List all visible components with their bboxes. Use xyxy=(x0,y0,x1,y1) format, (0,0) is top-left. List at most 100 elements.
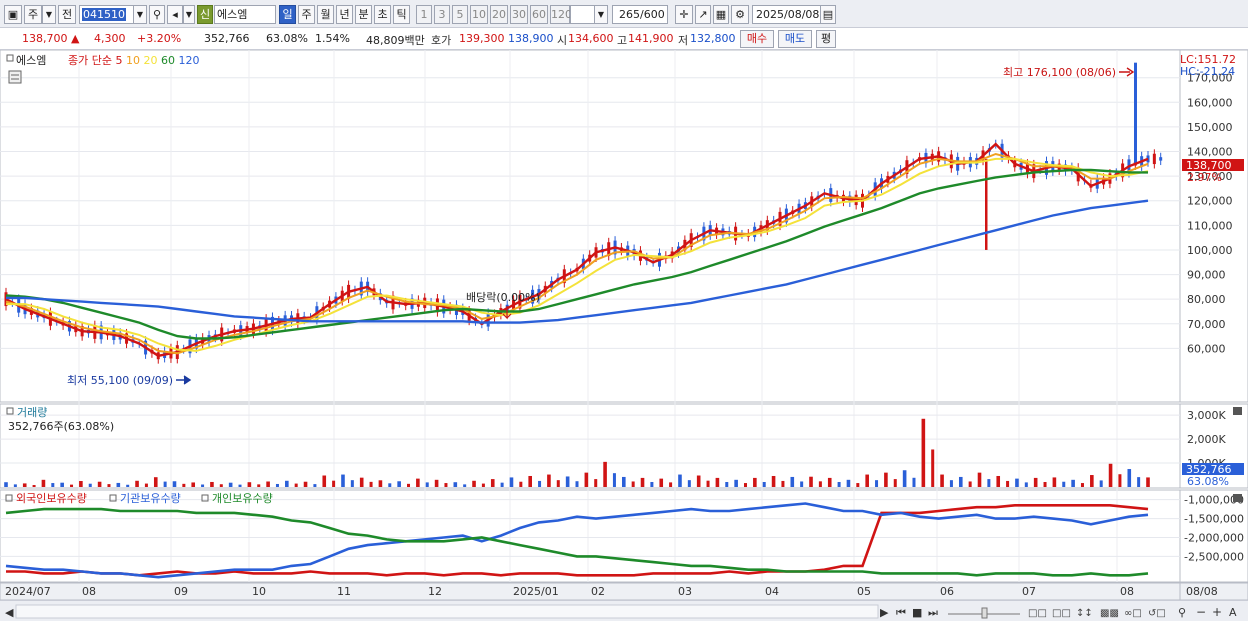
volume-bar xyxy=(332,480,336,487)
volume-bar xyxy=(257,484,261,487)
low-label: 저 xyxy=(678,34,689,47)
volume-bar xyxy=(13,484,17,487)
crosshair-icon[interactable]: ✛ xyxy=(675,5,693,24)
volume-bar xyxy=(416,478,420,487)
volume-bar xyxy=(407,483,411,487)
forward-icon[interactable]: ⏭ xyxy=(928,606,938,619)
tool-icon-4[interactable]: ▩▩ xyxy=(1100,608,1119,619)
sell-button[interactable]: 매도 xyxy=(778,30,812,48)
volume-bar xyxy=(771,475,776,487)
speaker-dropdown-icon[interactable]: ▼ xyxy=(183,5,195,24)
volume-panel-icon[interactable] xyxy=(6,407,14,415)
gear-icon[interactable]: ⚙ xyxy=(731,5,749,24)
buy-button[interactable]: 매수 xyxy=(740,30,774,48)
volume-bar xyxy=(182,483,186,487)
minute-tab-30[interactable]: 30 xyxy=(510,5,528,24)
draw-icon[interactable]: ↗ xyxy=(695,5,711,24)
zoom-slider-handle[interactable] xyxy=(981,607,988,619)
period-tab-6[interactable]: 틱 xyxy=(393,5,410,24)
price-tick: 130,000 xyxy=(1187,170,1233,183)
chevron-down-icon[interactable]: ▼ xyxy=(42,5,56,24)
volume-bar xyxy=(743,483,747,487)
table-icon[interactable] xyxy=(8,70,22,84)
scroll-bar[interactable]: ◀ ▶ ⏮ ■ ⏭ □□ □□ ↕↕ ▩▩ ∞□ ↺□ ⚲ − + A xyxy=(0,600,1248,621)
speaker-icon[interactable]: ◂ xyxy=(167,5,183,24)
blank-dropdown-icon[interactable]: ▼ xyxy=(594,5,608,24)
minute-tab-20[interactable]: 20 xyxy=(490,5,508,24)
minute-tab-60[interactable]: 60 xyxy=(530,5,548,24)
volume-bar xyxy=(303,481,308,487)
scroll-left-icon[interactable]: ◀ xyxy=(5,606,14,619)
volume-bar xyxy=(987,479,991,487)
minute-tab-1[interactable]: 1 xyxy=(416,5,432,24)
search-icon[interactable]: ⚲ xyxy=(149,5,165,24)
tool-icon-3[interactable]: ↕↕ xyxy=(1076,608,1093,619)
price-tick: 80,000 xyxy=(1187,293,1226,306)
volume-bar xyxy=(1127,469,1132,487)
volume-bar xyxy=(22,483,27,487)
volume-tag-value: 352,766 xyxy=(1186,463,1232,476)
volume-bar xyxy=(603,461,607,487)
holdings-legend: 외국인보유수량 기관보유수량 개인보유수량 xyxy=(5,492,273,505)
volume-bar xyxy=(865,474,869,487)
period-tab-4[interactable]: 분 xyxy=(355,5,372,24)
code-dropdown-icon[interactable]: ▼ xyxy=(133,5,147,24)
tool-icon-6[interactable]: ↺□ xyxy=(1148,608,1166,619)
zoom-out-icon[interactable]: − xyxy=(1196,605,1206,619)
font-size-icon[interactable]: A xyxy=(1229,606,1237,619)
scroll-track[interactable] xyxy=(15,604,879,619)
market-select[interactable]: 주 xyxy=(24,5,42,24)
minute-tab-120[interactable]: 120 xyxy=(550,5,572,24)
candle-body xyxy=(4,292,8,307)
price-tick: 70,000 xyxy=(1187,318,1226,331)
tool-icon-5[interactable]: ∞□ xyxy=(1124,608,1142,619)
volume-bar xyxy=(519,481,523,487)
chart-svg[interactable]: 170,000 160,000 150,000 140,000 130,000 120,0… xyxy=(0,49,1248,601)
date-input[interactable]: 2025/08/08 xyxy=(752,5,822,24)
volume-bar xyxy=(1052,477,1057,487)
volume-bar xyxy=(126,484,130,487)
prev-button[interactable]: 전 xyxy=(58,5,76,24)
period-tab-2[interactable]: 월 xyxy=(317,5,334,24)
magnifier-icon[interactable]: ⚲ xyxy=(1178,606,1186,619)
eval-button[interactable]: 평 xyxy=(816,30,836,48)
chart-area[interactable]: 170,000 160,000 150,000 140,000 130,000 120,0… xyxy=(0,49,1248,601)
tool-icon-2[interactable]: □□ xyxy=(1052,608,1071,619)
window-icon[interactable]: ▣ xyxy=(4,5,22,24)
volume-bar xyxy=(453,482,458,487)
save-icon[interactable]: ▦ xyxy=(713,5,729,24)
period-tab-3[interactable]: 년 xyxy=(336,5,353,24)
minute-tab-5[interactable]: 5 xyxy=(452,5,468,24)
badge: 신 xyxy=(197,5,213,24)
price-tick: 160,000 xyxy=(1187,96,1233,109)
calendar-icon[interactable]: ▤ xyxy=(820,5,836,24)
minute-tab-10[interactable]: 10 xyxy=(470,5,488,24)
minute-tab-3[interactable]: 3 xyxy=(434,5,450,24)
stop-icon[interactable]: ■ xyxy=(912,606,922,619)
ask-price: 139,300 xyxy=(459,32,505,45)
date-tick: 06 xyxy=(940,585,954,598)
volume-bar xyxy=(107,484,111,487)
volume-bar xyxy=(931,449,935,487)
volume-bar xyxy=(444,483,448,487)
code-input[interactable]: 041510 xyxy=(79,5,145,24)
zoom-in-icon[interactable]: + xyxy=(1212,605,1222,619)
volume-close-icon[interactable] xyxy=(1233,407,1242,415)
period-tab-1[interactable]: 주 xyxy=(298,5,315,24)
holdings-legend-icon xyxy=(201,494,209,502)
count-field[interactable]: 265/600 xyxy=(612,5,668,24)
rewind-icon[interactable]: ⏮ xyxy=(896,606,906,619)
panel-icon[interactable] xyxy=(6,54,14,62)
volume-bar xyxy=(687,480,691,487)
holdings-close-icon[interactable] xyxy=(1233,494,1242,502)
price-tag-pct: 2.97% xyxy=(1187,171,1222,184)
date-tick: 02 xyxy=(591,585,605,598)
scroll-right-icon[interactable]: ▶ xyxy=(880,606,889,619)
low-annotation: 최저 55,100 (09/09) xyxy=(67,374,173,387)
volume-bar xyxy=(968,481,972,487)
period-tab-5[interactable]: 초 xyxy=(374,5,391,24)
price-change: 4,300 xyxy=(94,32,126,45)
tool-icon-1[interactable]: □□ xyxy=(1028,608,1047,619)
period-tab-0[interactable]: 일 xyxy=(279,5,296,24)
volume-bar xyxy=(434,479,439,487)
